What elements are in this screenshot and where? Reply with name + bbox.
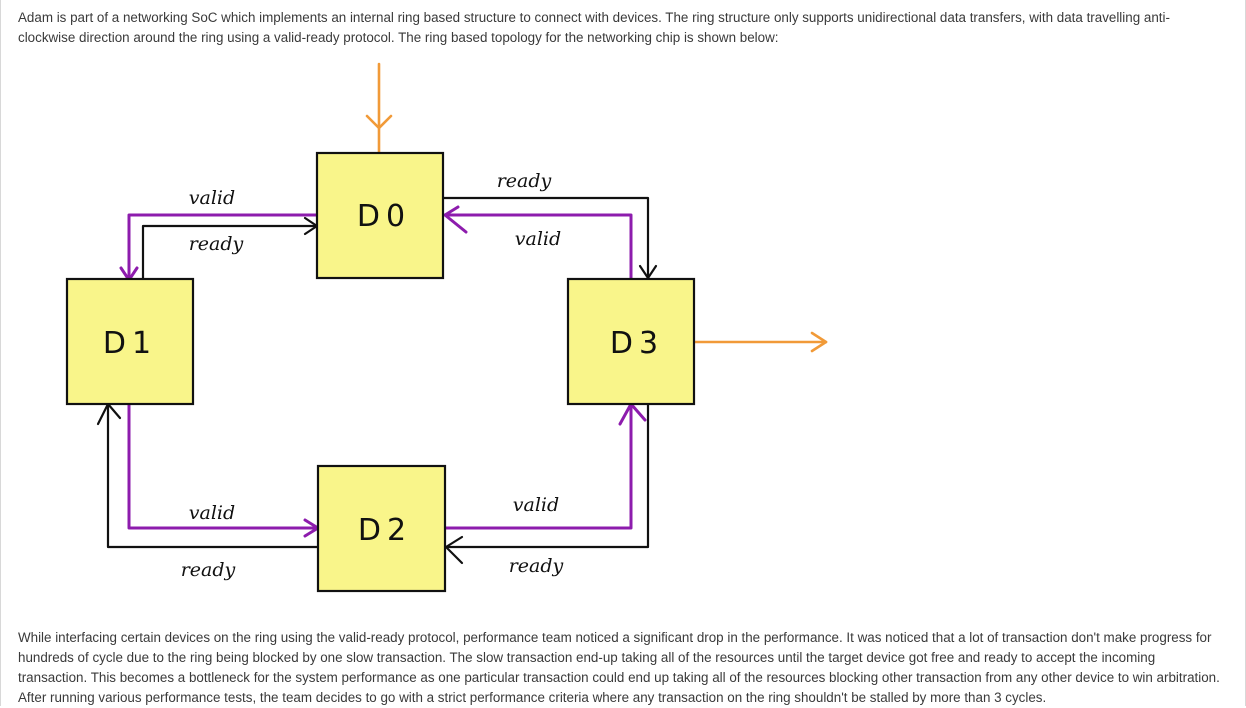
signal-label: valid <box>513 494 559 516</box>
signal-label: ready <box>509 555 564 577</box>
device-d2-label: D2 <box>358 513 412 548</box>
signal-label: valid <box>189 187 235 209</box>
device-d1-label: D1 <box>103 326 157 361</box>
input-arrow <box>365 62 393 155</box>
signal-label: ready <box>181 559 236 581</box>
signal-label: ready <box>189 233 244 255</box>
signal-label: valid <box>189 502 235 524</box>
outro-paragraph: While interfacing certain devices on the… <box>18 630 1220 705</box>
link-d2-d3 <box>443 402 650 565</box>
device-d0-label: D0 <box>357 199 411 234</box>
device-d1-box <box>65 277 195 406</box>
device-d3-label: D3 <box>610 326 664 361</box>
intro-paragraph: Adam is part of a networking SoC which i… <box>18 10 1170 45</box>
output-arrow <box>692 331 828 353</box>
signal-label: valid <box>515 228 561 250</box>
link-d1-d2 <box>96 402 320 549</box>
device-d3-box <box>566 277 696 406</box>
link-d0-d1 <box>119 213 319 282</box>
link-d3-d0 <box>441 196 658 280</box>
device-d0-box <box>315 151 445 280</box>
device-d2-box <box>316 464 447 593</box>
signal-label: ready <box>497 170 552 192</box>
